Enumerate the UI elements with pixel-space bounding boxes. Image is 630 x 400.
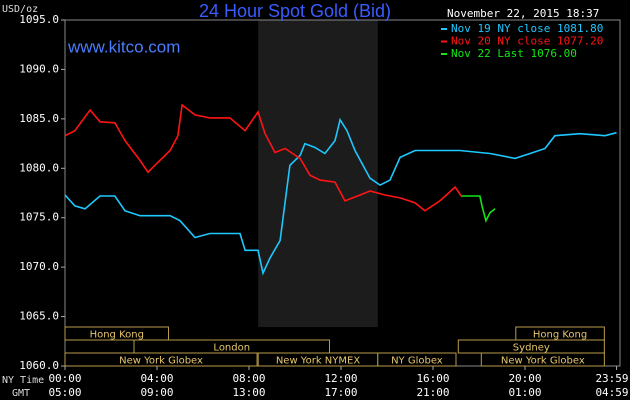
x-tick-label-gmt: 17:00: [324, 386, 357, 399]
background-layer: [64, 19, 621, 367]
x-tick-label: 04:00: [140, 372, 173, 385]
x-tick-label-gmt: 09:00: [140, 386, 173, 399]
series-line: [64, 117, 617, 276]
x-tick-label-gmt: 21:00: [416, 386, 449, 399]
y-tick-label: 1065.0: [19, 310, 59, 323]
y-tick-label: 1070.0: [19, 260, 59, 273]
x-tick-label: 23:59: [595, 372, 628, 385]
series-line: [64, 103, 463, 212]
x-tick-label-gmt: 01:00: [508, 386, 541, 399]
session-box: [64, 326, 169, 341]
session-box: [377, 352, 457, 367]
series-line: [462, 195, 496, 223]
x-tick-label: 16:00: [416, 372, 449, 385]
y-tick-label: 1060.0: [19, 359, 59, 372]
session-label: NY Globex: [391, 356, 443, 367]
session-label: Sydney: [513, 343, 550, 354]
watermark: www.kitco.com: [67, 37, 180, 56]
session-box: [480, 352, 605, 367]
x-tick-label: 12:00: [324, 372, 357, 385]
x-tick-label: 20:00: [508, 372, 541, 385]
session-label: Hong Kong: [533, 330, 587, 341]
session-label: New York NYMEX: [276, 356, 361, 367]
session-box: [64, 352, 258, 367]
x-axis-label: NY Time: [2, 375, 44, 386]
session-label: New York Globex: [501, 356, 585, 367]
session-label: Hong Kong: [90, 330, 144, 341]
session-label: New York Globex: [119, 356, 203, 367]
y-tick-label: 1095.0: [19, 13, 59, 26]
x-tick-label: 08:00: [232, 372, 265, 385]
timestamp: November 22, 2015 18:37: [447, 7, 599, 20]
x-tick-label-gmt: 13:00: [232, 386, 265, 399]
x-tick-label-gmt: 05:00: [48, 386, 81, 399]
session-shade: [258, 20, 378, 327]
chart-title: 24 Hour Spot Gold (Bid): [199, 1, 391, 21]
x-tick-label: 00:00: [48, 372, 81, 385]
legend-label: Nov 22 Last 1076.00: [451, 47, 577, 60]
legend-label: Nov 19 NY close 1081.80: [451, 22, 603, 35]
x-axis-label-gmt: GMT: [12, 388, 30, 399]
x-tick-label-gmt: 04:59: [595, 386, 628, 399]
session-label: London: [213, 343, 250, 354]
y-tick-label: 1080.0: [19, 161, 59, 174]
y-tick-label: 1075.0: [19, 211, 59, 224]
y-tick-label: 1085.0: [19, 112, 59, 125]
y-tick-label: 1090.0: [19, 62, 59, 75]
legend-label: Nov 20 NY close 1077.20: [451, 35, 603, 48]
y-axis-label: USD/oz: [2, 4, 38, 15]
